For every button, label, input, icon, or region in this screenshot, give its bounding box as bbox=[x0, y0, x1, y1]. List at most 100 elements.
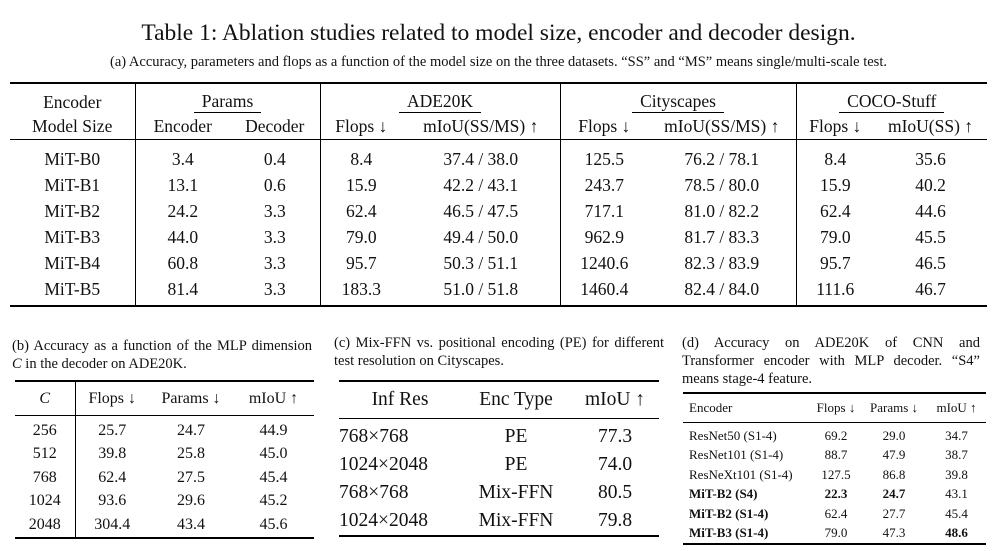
sub-header: Encoder bbox=[134, 113, 230, 140]
table-cell: 47.9 bbox=[882, 447, 906, 463]
table-b-header: C bbox=[15, 381, 76, 416]
table-cell: 46.5 bbox=[915, 252, 946, 273]
table-cell: 95.7 bbox=[319, 250, 402, 276]
table-cell: 39.8 bbox=[945, 466, 968, 482]
table-cell: 512 bbox=[15, 442, 76, 466]
sub-header: Flops ↓ bbox=[795, 113, 874, 140]
table-row: 256 25.7 24.7 44.9 bbox=[15, 415, 314, 443]
table-cell: 43.1 bbox=[945, 486, 968, 502]
table-row: MiT-B3 44.0 3.3 79.0 49.4 / 50.0 962.9 81.7 / … bbox=[10, 224, 987, 250]
table-cell: 717.1 bbox=[559, 198, 648, 224]
table-cell: 44.6 bbox=[915, 200, 946, 221]
table-cell: 29.6 bbox=[177, 492, 205, 510]
table-row: MiT-B2 (S4) 22.3 24.7 43.1 bbox=[683, 485, 986, 505]
table-cell: 15.9 bbox=[319, 172, 402, 198]
model-size-cell: MiT-B1 bbox=[44, 174, 101, 195]
table-cell: Mix-FFN bbox=[478, 510, 554, 531]
table-cell: 51.0 / 51.8 bbox=[402, 276, 560, 307]
table-cell: 79.0 bbox=[824, 525, 848, 541]
table-cell: 48.6 bbox=[945, 525, 968, 541]
table-cell: 45.6 bbox=[259, 515, 288, 533]
model-size-cell: MiT-B3 bbox=[44, 226, 101, 247]
table-cell: 77.3 bbox=[597, 426, 633, 447]
table-cell: 1024×2048 bbox=[339, 510, 428, 531]
table-cell: 24.2 bbox=[134, 198, 230, 224]
table-c-header: mIoU ↑ bbox=[571, 381, 659, 419]
table-cell: 62.4 bbox=[795, 198, 874, 224]
table-cell: ResNet50 (S1-4) bbox=[689, 427, 777, 443]
table-row: 512 39.8 25.8 45.0 bbox=[15, 442, 314, 466]
table-cell: 42.2 / 43.1 bbox=[443, 174, 519, 195]
table-cell: 125.5 bbox=[559, 139, 648, 172]
table-cell: MiT-B3 (S1-4) bbox=[689, 525, 769, 541]
table-c-header: Enc Type bbox=[461, 381, 571, 419]
table-cell: 45.4 bbox=[945, 505, 968, 521]
table-cell: 2048 bbox=[15, 513, 76, 538]
table-cell: 45.0 bbox=[259, 445, 288, 463]
table-b: C Flops ↓ Params ↓ mIoU ↑ 256 25.7 24.7 44.… bbox=[15, 380, 314, 539]
model-size-cell: MiT-B5 bbox=[10, 276, 135, 307]
table-row: MiT-B0 3.4 0.4 8.4 37.4 / 38.0 125.5 76.2 / 78… bbox=[10, 139, 987, 172]
table-cell: 25.8 bbox=[177, 445, 205, 463]
table-cell: 46.7 bbox=[874, 276, 987, 307]
table-title: Table 1: Ablation studies related to mod… bbox=[141, 20, 856, 46]
table-cell: 243.7 bbox=[559, 172, 648, 198]
table-row: 768 62.4 27.5 45.4 bbox=[15, 466, 314, 490]
group-header-coco-stuff: COCO-Stuff bbox=[795, 82, 987, 113]
sub-header: mIoU(SS) ↑ bbox=[874, 113, 987, 140]
table-cell: 25.7 bbox=[98, 421, 127, 439]
table-c: Inf Res Enc Type mIoU ↑ 768×768 PE 77.3 102… bbox=[339, 380, 659, 537]
table-row: MiT-B4 60.8 3.3 95.7 50.3 / 51.1 1240.6 82.3 /… bbox=[10, 250, 987, 276]
table-c-header: Inf Res bbox=[339, 381, 461, 419]
table-row: 768×768 PE 77.3 bbox=[339, 419, 659, 452]
model-size-cell: MiT-B0 bbox=[44, 148, 101, 169]
table-cell: 22.3 bbox=[824, 486, 848, 502]
table-cell: 45.5 bbox=[915, 226, 946, 247]
table-cell: 81.0 / 82.2 bbox=[684, 200, 760, 221]
table-cell: 127.5 bbox=[821, 466, 851, 482]
table-cell: 111.6 bbox=[795, 276, 874, 307]
table-cell: 1460.4 bbox=[559, 276, 648, 307]
table-cell: 44.0 bbox=[134, 224, 230, 250]
table-cell: 37.4 / 38.0 bbox=[443, 148, 519, 169]
table-cell: 44.9 bbox=[259, 421, 288, 439]
group-header-params: Params bbox=[134, 82, 320, 113]
table-d-header: mIoU ↑ bbox=[927, 393, 986, 423]
table-cell: 45.2 bbox=[259, 492, 288, 510]
table-row: 1024 93.6 29.6 45.2 bbox=[15, 489, 314, 513]
table-cell: 183.3 bbox=[319, 276, 402, 307]
table-cell: 304.4 bbox=[94, 515, 131, 533]
table-d-header: Encoder bbox=[683, 393, 811, 423]
table-cell: PE bbox=[504, 426, 528, 447]
table-cell: 1024 bbox=[15, 489, 76, 513]
table-cell: 0.4 bbox=[263, 148, 286, 169]
table-row: ResNeXt101 (S1-4) 127.5 86.8 39.8 bbox=[683, 465, 986, 485]
table-row: ResNet50 (S1-4) 69.2 29.0 34.7 bbox=[683, 423, 986, 446]
model-size-cell: MiT-B4 bbox=[44, 252, 101, 273]
table-cell: 962.9 bbox=[559, 224, 648, 250]
table-cell: 93.6 bbox=[98, 492, 127, 510]
table-cell: PE bbox=[504, 454, 528, 475]
table-cell: 79.8 bbox=[597, 510, 633, 531]
table-cell: 256 bbox=[15, 415, 76, 443]
table-cell: 69.2 bbox=[824, 427, 848, 443]
sub-header: Flops ↓ bbox=[319, 113, 402, 140]
table-cell: 1240.6 bbox=[559, 250, 648, 276]
table-b-header: Flops ↓ bbox=[75, 381, 149, 416]
table-d: Encoder Flops ↓ Params ↓ mIoU ↑ ResNet50… bbox=[683, 392, 986, 545]
model-size-cell: MiT-B2 bbox=[44, 200, 101, 221]
table-cell: 13.1 bbox=[134, 172, 230, 198]
table-row: MiT-B5 81.4 3.3 183.3 51.0 / 51.8 1460.4 82.4 … bbox=[10, 276, 987, 307]
table-cell: 27.7 bbox=[882, 505, 906, 521]
table-cell: 39.8 bbox=[98, 445, 127, 463]
table-cell: 78.5 / 80.0 bbox=[684, 174, 760, 195]
table-d-header: Params ↓ bbox=[861, 393, 927, 423]
table-row: 2048 304.4 43.4 45.6 bbox=[15, 513, 314, 538]
table-cell: ResNet101 (S1-4) bbox=[689, 447, 784, 463]
table-cell: 45.4 bbox=[259, 468, 288, 486]
table-c-caption: (c) Mix-FFN vs. positional encoding (PE)… bbox=[334, 335, 664, 369]
group-header-ade20k: ADE20K bbox=[319, 82, 560, 113]
table-cell: 0.6 bbox=[263, 174, 286, 195]
sub-header: Flops ↓ bbox=[559, 113, 648, 140]
table-b-header: mIoU ↑ bbox=[233, 381, 314, 416]
